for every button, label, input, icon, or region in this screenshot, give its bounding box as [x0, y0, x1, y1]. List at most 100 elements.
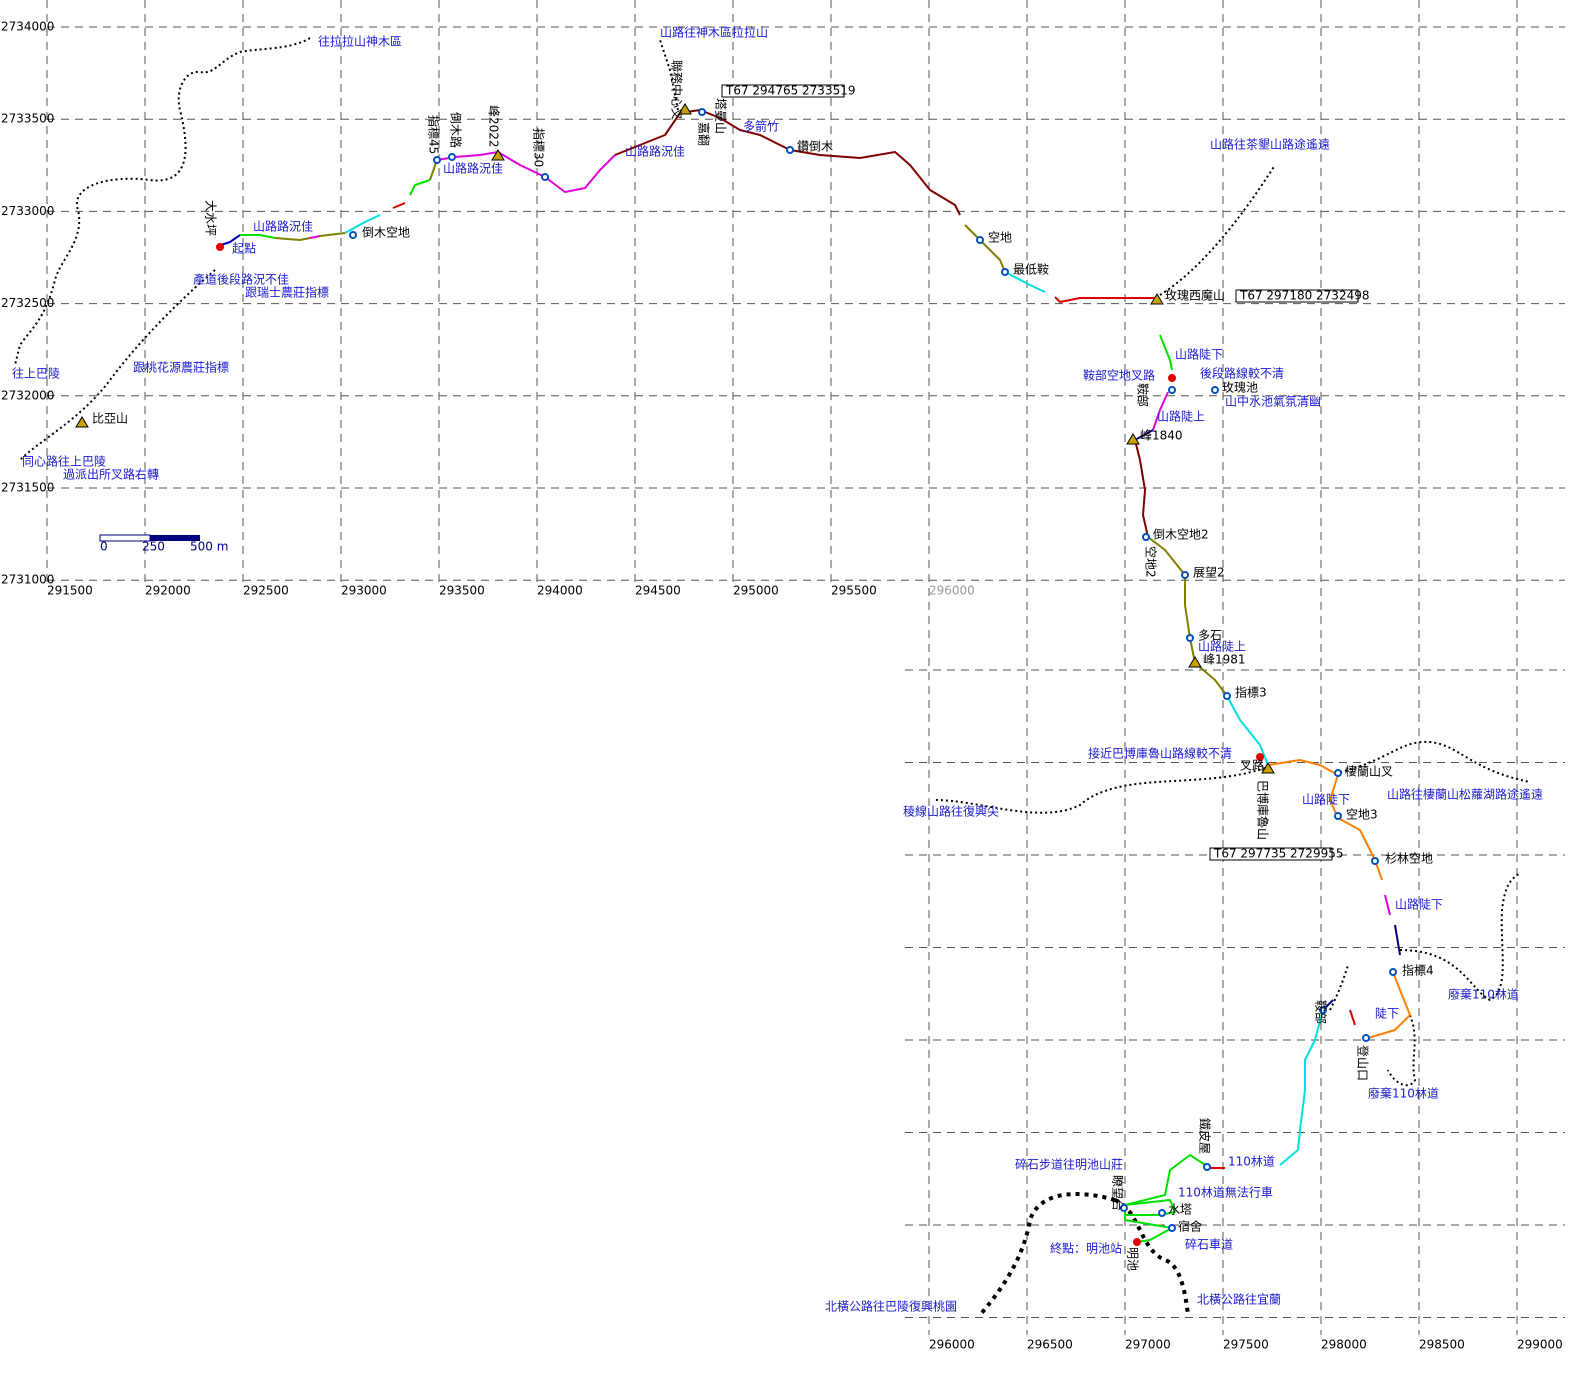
place-label: 玫瑰西魔山	[1165, 288, 1225, 303]
easting-label: 294000	[537, 584, 583, 598]
coordinate-box	[1209, 847, 1333, 861]
place-label: 瞭望台	[1111, 1175, 1126, 1211]
easting-label: 297000	[1125, 1338, 1171, 1352]
place-label: 比亞山	[92, 412, 128, 426]
scale-label: 0	[100, 540, 108, 554]
place-label: 110林道	[1228, 1155, 1275, 1169]
side-routes	[14, 37, 1531, 1317]
place-label: 碎石步道往明池山莊	[1015, 1157, 1123, 1172]
easting-label: 297500	[1223, 1338, 1269, 1352]
place-label: 跟瑞士農莊指標	[245, 285, 329, 300]
northing-label: 2733500	[1, 112, 54, 126]
easting-label: 293000	[341, 584, 387, 598]
place-label: 空地	[988, 231, 1012, 245]
place-label: 山路路況佳	[443, 161, 503, 176]
place-label: 鐵皮屋	[1198, 1118, 1213, 1154]
place-label: 起點	[232, 242, 256, 256]
place-label: 登山口	[1356, 1045, 1371, 1081]
scale-label: 250	[142, 540, 165, 554]
easting-label: 295500	[831, 584, 877, 598]
place-label: 山路路況佳	[253, 219, 313, 234]
place-label: 峰1840	[1140, 429, 1183, 443]
place-label: 水塔	[1168, 1203, 1192, 1217]
place-label: 多箭竹	[743, 119, 779, 134]
place-label: 倒木空地2	[1153, 528, 1209, 542]
place-label: 展望2	[1193, 566, 1225, 580]
place-label: 塔曼山	[714, 98, 728, 134]
place-label: 山路陡下	[1175, 347, 1223, 362]
place-label: 往拉拉山神木區	[318, 34, 402, 49]
place-label: 鞍部空地叉路	[1083, 368, 1155, 383]
scale-bar	[99, 534, 200, 542]
easting-label: 295000	[733, 584, 779, 598]
place-label: 指標45	[427, 115, 442, 154]
place-label: 山路往神木區拉拉山	[660, 25, 768, 40]
place-label: 北橫公路往巴陵復興桃園	[825, 1299, 957, 1314]
place-label: 山路陡上	[1198, 639, 1246, 654]
easting-label: 294500	[635, 584, 681, 598]
place-label: 山中水池氣氛清幽	[1225, 394, 1321, 409]
place-label: 山路往茶墾山路途遙遠	[1210, 137, 1330, 152]
place-label: 北橫公路往宜蘭	[1197, 1292, 1281, 1307]
waypoints	[216, 108, 1397, 1246]
place-label: 陡下	[1375, 1007, 1399, 1021]
peaks	[75, 103, 1275, 774]
place-label: 峰1981	[1203, 653, 1246, 667]
easting-label: 293500	[439, 584, 485, 598]
place-label: 嘉翻	[697, 122, 711, 146]
place-label: 明池	[1126, 1247, 1140, 1271]
easting-label: 299000	[1517, 1338, 1563, 1352]
place-label: 玫瑰池	[1222, 380, 1258, 395]
place-label: 同心路往上巴陵	[22, 454, 106, 469]
place-label: 過派出所叉路右轉	[63, 467, 159, 482]
place-label: 峰2022	[487, 105, 501, 148]
place-label: 倒木空地	[362, 226, 410, 240]
northing-label: 2732500	[1, 296, 54, 310]
place-label: 宿舍	[1178, 1219, 1202, 1234]
place-label: 指標30	[532, 128, 547, 167]
track	[217, 109, 1411, 1243]
coordinate-box	[1235, 289, 1359, 303]
northing-label: 2731000	[1, 573, 54, 587]
coordinate-box	[721, 84, 845, 98]
grid	[46, 0, 1565, 1335]
place-label: 往上巴陵	[12, 366, 60, 381]
place-label: 聯務中心叉	[670, 60, 685, 120]
place-label: 稜線山路往復興尖	[903, 804, 999, 819]
place-label: 終點：明池站	[1050, 1241, 1122, 1256]
easting-label: 296000	[929, 584, 975, 598]
place-label: 巴博庫魯山	[1256, 780, 1271, 840]
place-label: 倒木路	[449, 112, 464, 148]
northing-label: 2731500	[1, 481, 54, 495]
easting-label: 296500	[1027, 1338, 1073, 1352]
coordinate-text: T67 294765 2733519	[725, 84, 855, 98]
easting-label: 298500	[1419, 1338, 1465, 1352]
place-label: 山路陡上	[1157, 409, 1205, 424]
easting-label: 298000	[1321, 1338, 1367, 1352]
place-label: 產道後段路況不佳	[193, 272, 289, 287]
northing-label: 2734000	[1, 20, 54, 34]
place-label: 鞍部	[1314, 1000, 1329, 1024]
place-label: 廢棄110林道	[1448, 987, 1519, 1002]
place-label: 大水坪	[204, 200, 218, 236]
easting-label: 292000	[145, 584, 191, 598]
place-label: 鞍部	[1136, 383, 1151, 407]
easting-label: 296000	[929, 1338, 975, 1352]
place-label: 空地3	[1346, 808, 1378, 822]
place-label: 山路路況佳	[625, 144, 685, 159]
northing-label: 2732000	[1, 388, 54, 402]
place-label: 最低鞍	[1013, 262, 1049, 277]
place-label: 空地2	[1144, 546, 1158, 578]
place-label: 山路往棲蘭山松蘿湖路途遙遠	[1387, 787, 1543, 802]
easting-label: 291500	[47, 584, 93, 598]
northing-label: 2733000	[1, 204, 54, 218]
place-label: 後段路線較不清	[1200, 366, 1284, 381]
place-label: 多石	[1198, 629, 1222, 643]
place-label: 跟桃花源農莊指標	[133, 360, 229, 375]
coordinate-text: T67 297180 2732498	[1239, 289, 1369, 303]
place-label: 山路陡下	[1395, 897, 1443, 912]
place-label: 指標3	[1235, 685, 1267, 700]
place-label: 叉路	[1240, 758, 1264, 773]
place-label: 杉林空地	[1385, 852, 1433, 866]
